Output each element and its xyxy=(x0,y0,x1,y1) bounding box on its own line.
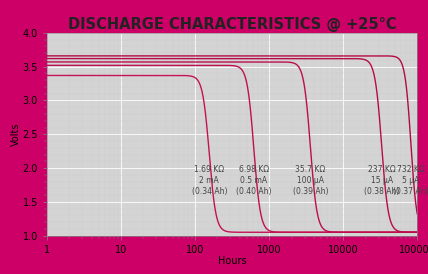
Title: DISCHARGE CHARACTERISTICS @ +25°C: DISCHARGE CHARACTERISTICS @ +25°C xyxy=(68,17,396,32)
Text: 1.69 KΩ
2 mA
(0.34 Ah): 1.69 KΩ 2 mA (0.34 Ah) xyxy=(191,165,227,196)
Text: 6.98 KΩ
0.5 mA
(0.40 Ah): 6.98 KΩ 0.5 mA (0.40 Ah) xyxy=(236,165,272,196)
X-axis label: Hours: Hours xyxy=(218,256,247,266)
Text: 35.7 KΩ
100 μA
(0.39 Ah): 35.7 KΩ 100 μA (0.39 Ah) xyxy=(293,165,328,196)
Y-axis label: Volts: Volts xyxy=(11,122,21,146)
Text: 237 KΩ
15 μA
(0.38 Ah): 237 KΩ 15 μA (0.38 Ah) xyxy=(364,165,399,196)
Text: 732 KΩ
5 μA
(0.37 Ah): 732 KΩ 5 μA (0.37 Ah) xyxy=(393,165,428,196)
